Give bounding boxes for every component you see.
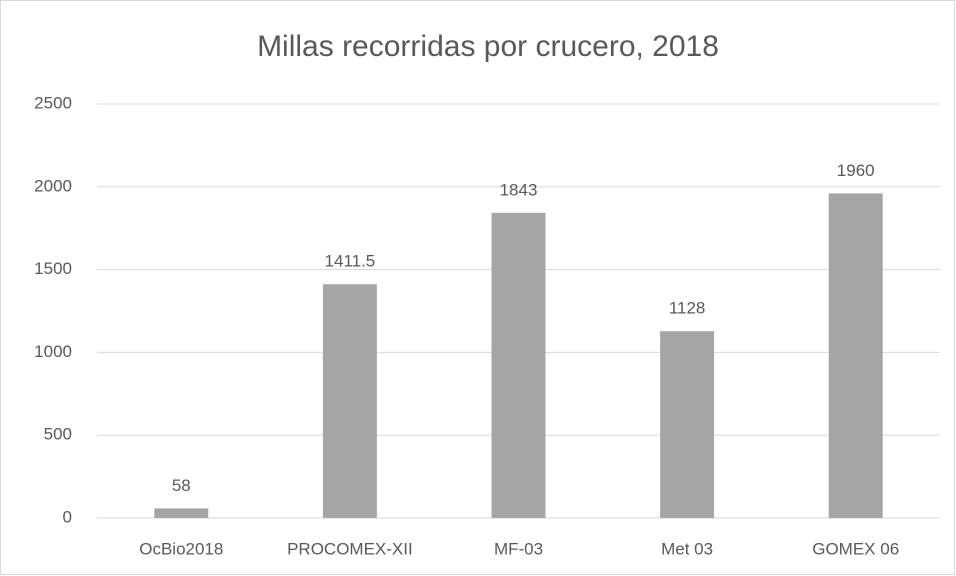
x-tick-label: PROCOMEX-XII [287,539,413,558]
data-label: 1960 [837,161,875,180]
bar [491,212,546,518]
bar [322,284,377,518]
y-tick-label: 500 [44,425,72,444]
y-tick-label: 1000 [34,342,72,361]
x-tick-label: OcBio2018 [139,539,223,558]
x-tick-label: MF-03 [494,539,543,558]
bar [828,193,883,518]
y-tick-label: 2000 [34,176,72,195]
data-label: 1128 [669,299,706,318]
x-tick-label: GOMEX 06 [812,539,899,558]
bar [660,331,715,518]
y-tick-label: 2500 [34,93,72,112]
data-label: 1411.5 [325,252,376,271]
bar [154,508,209,518]
data-label: 1843 [500,180,538,199]
y-tick-label: 1500 [34,259,72,278]
x-tick-label: Met 03 [661,539,713,558]
data-label: 58 [172,476,191,495]
chart-title: Millas recorridas por crucero, 2018 [257,30,719,63]
y-tick-label: 0 [63,507,72,526]
